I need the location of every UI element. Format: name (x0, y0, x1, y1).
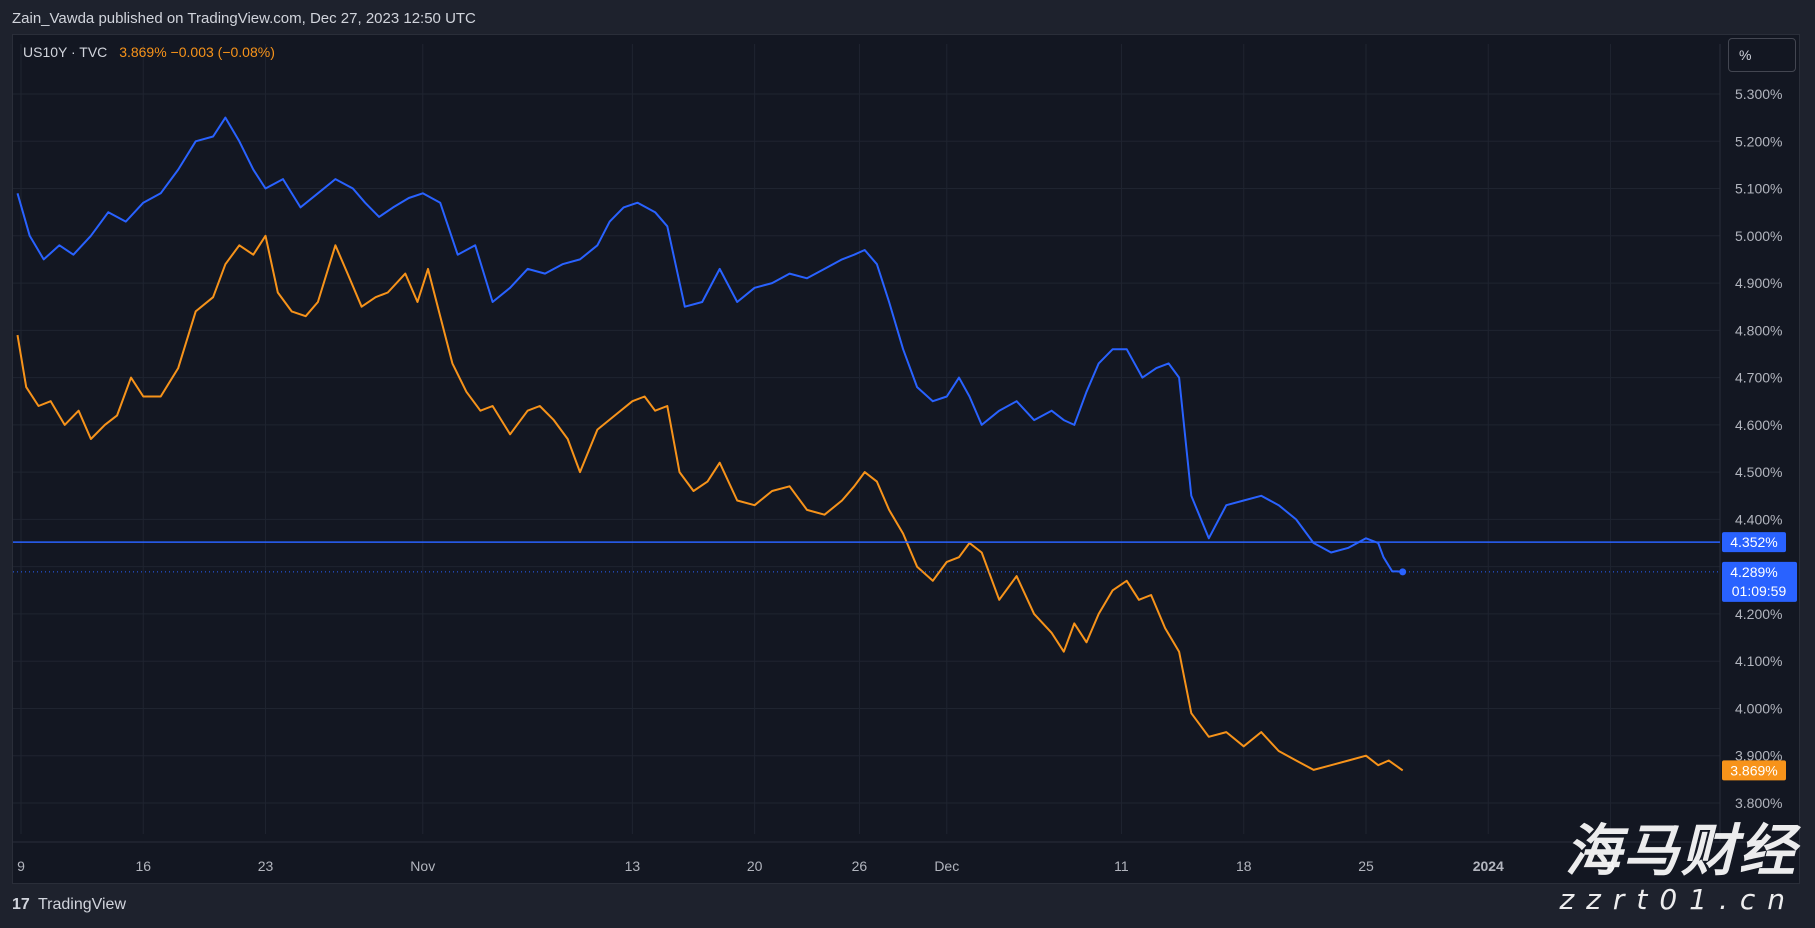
last-price-label-bg (1722, 561, 1797, 602)
blue-series-line (16, 116, 1403, 573)
y-tick-label: 3.800% (1735, 795, 1782, 811)
x-tick-label: 11 (1114, 858, 1129, 874)
tradingview-brand: TradingView (37, 896, 126, 913)
y-tick-label: 5.300% (1735, 86, 1782, 102)
x-tick-label: 23 (258, 858, 274, 874)
bar-countdown-label: 01:09:59 (1732, 583, 1787, 599)
watermark: 海马财经 zzrt01.cn (1559, 822, 1797, 918)
y-tick-label: 4.700% (1735, 370, 1782, 386)
x-tick-label: Nov (410, 858, 435, 874)
y-tick-label: 3.900% (1735, 748, 1782, 764)
tradingview-footer[interactable]: 17 TradingView (12, 896, 126, 914)
orange-last-price-label-bg (1722, 760, 1786, 781)
price-markers: 4.352% 4.289% 01:09:59 3.869% (13, 532, 1797, 781)
x-tick-label: Dec (934, 858, 959, 874)
last-price-dot (1399, 568, 1407, 576)
chart-frame (12, 34, 1800, 884)
x-tick-label: 13 (625, 858, 641, 874)
x-tick-label: 25 (1358, 858, 1374, 874)
y-tick-label: 4.500% (1735, 464, 1782, 480)
orange-last-price-label: 3.869% (1730, 762, 1777, 778)
series-lines (16, 116, 1404, 772)
y-tick-label: 5.200% (1735, 133, 1782, 149)
y-tick-label: 5.100% (1735, 181, 1782, 197)
y-tick-label: 4.400% (1735, 511, 1782, 527)
time-axis: 9 16 23 Nov 13 20 26 Dec 11 18 25 2024 8 (17, 858, 1615, 874)
y-tick-label: 4.900% (1735, 275, 1782, 291)
x-tick-label: 2024 (1473, 858, 1504, 874)
y-tick-label: 4.000% (1735, 700, 1782, 716)
price-axis: 5.300% 5.200% 5.100% 5.000% 4.900% 4.800% 4.70… (1735, 86, 1782, 811)
watermark-chinese: 海马财经 (1565, 819, 1797, 884)
y-tick-label: 5.000% (1735, 228, 1782, 244)
hline-price-label: 4.352% (1730, 534, 1777, 550)
x-tick-label: 18 (1236, 858, 1252, 874)
percent-scale-button[interactable]: % (1728, 38, 1796, 72)
watermark-url: zzrt01.cn (1559, 883, 1797, 916)
publish-attribution: Zain_Vawda published on TradingView.com,… (12, 10, 476, 27)
orange-series-line (16, 234, 1404, 772)
tradingview-logo-icon: 17 (12, 896, 30, 913)
y-tick-label: 4.200% (1735, 606, 1782, 622)
x-tick-label: 16 (135, 858, 151, 874)
symbol-legend: US10Y · TVC 3.869% −0.003 (−0.08%) (23, 44, 275, 60)
y-tick-label: 4.100% (1735, 653, 1782, 669)
legend-values: 3.869% −0.003 (−0.08%) (119, 44, 275, 60)
hline-price-label-bg (1722, 532, 1786, 553)
y-tick-label: 4.800% (1735, 322, 1782, 338)
last-price-label: 4.289% (1730, 564, 1777, 580)
y-tick-label: 4.600% (1735, 417, 1782, 433)
x-tick-label: 20 (747, 858, 763, 874)
x-tick-label: 9 (17, 858, 25, 874)
legend-symbol: US10Y · TVC (23, 44, 108, 60)
x-tick-label: 8 (1607, 858, 1615, 874)
x-tick-label: 26 (852, 858, 868, 874)
chart-grid (13, 44, 1800, 843)
